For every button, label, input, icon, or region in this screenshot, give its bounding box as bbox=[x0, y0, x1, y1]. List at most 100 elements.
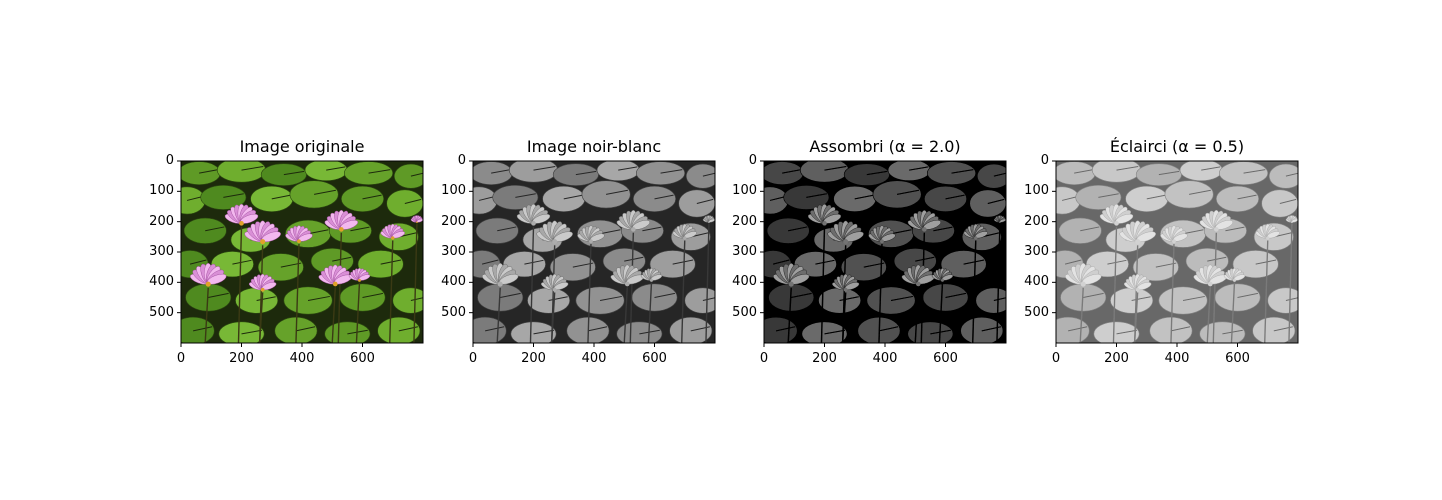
lily-pad-notch bbox=[271, 194, 291, 200]
flower-center bbox=[239, 221, 244, 226]
flower-center bbox=[708, 221, 710, 224]
lily-pad-notch bbox=[575, 170, 597, 176]
lily-pad-notch bbox=[1207, 256, 1227, 262]
lily-pad-notch bbox=[606, 189, 628, 195]
lily-pad-notch bbox=[987, 198, 1005, 204]
lily-pad-notch bbox=[890, 229, 912, 235]
y-tick-label: 300 bbox=[1024, 244, 1049, 259]
y-tick-label: 100 bbox=[149, 183, 174, 199]
lily-pad-notch bbox=[1182, 295, 1205, 302]
lily-pad-notch bbox=[672, 259, 694, 265]
lily-pad-notch bbox=[241, 165, 264, 171]
panel-1 bbox=[177, 160, 424, 347]
lily-pad-notch bbox=[1237, 292, 1259, 298]
flower-center bbox=[915, 281, 921, 287]
y-tick-label: 0 bbox=[1040, 153, 1049, 168]
flower-stem bbox=[337, 232, 343, 343]
lily-pad-notch bbox=[806, 193, 827, 198]
lily-pad-notch bbox=[654, 194, 674, 200]
x-tick-label: 600 bbox=[642, 351, 667, 366]
x-tick-label: 600 bbox=[350, 351, 375, 366]
x-tick-label: 0 bbox=[1051, 351, 1061, 366]
flower-center bbox=[1266, 236, 1270, 240]
y-tick-label: 500 bbox=[1024, 304, 1049, 320]
lily-pad-notch bbox=[782, 169, 802, 174]
lily-pad bbox=[969, 189, 1006, 218]
lily-pad bbox=[1261, 189, 1298, 218]
lily-pad-notch bbox=[599, 295, 622, 302]
image-gray bbox=[473, 161, 715, 343]
image-light bbox=[1056, 161, 1298, 343]
flower-stem bbox=[1288, 223, 1293, 343]
lily-pad bbox=[473, 186, 498, 215]
lily-flower bbox=[1064, 263, 1102, 287]
lily-pad-notch bbox=[1201, 166, 1221, 171]
x-tick-label: 200 bbox=[812, 351, 837, 366]
lily-pad-notch bbox=[1107, 259, 1127, 265]
lily-pad-notch bbox=[993, 297, 1006, 302]
lily-pad-notch bbox=[1170, 326, 1191, 332]
photo-content bbox=[473, 161, 715, 343]
lily-pad-notch bbox=[642, 226, 662, 232]
lily-pad-notch bbox=[1255, 259, 1277, 265]
flower-stem bbox=[972, 240, 977, 343]
flower-stem bbox=[496, 287, 501, 343]
lily-pad bbox=[324, 321, 371, 343]
lily-pad bbox=[1268, 163, 1298, 189]
lily-pad-notch bbox=[1158, 170, 1180, 176]
flower-stem bbox=[623, 287, 628, 343]
lily-pad-notch bbox=[654, 292, 676, 298]
lily-pad-notch bbox=[295, 326, 316, 332]
flower-center bbox=[416, 221, 418, 224]
lily-pad-notch bbox=[702, 297, 715, 302]
flower-center bbox=[630, 227, 636, 232]
lily-pad bbox=[669, 316, 713, 343]
lily-pad-notch bbox=[533, 165, 556, 171]
lily-pad-notch bbox=[205, 226, 225, 232]
flower-center bbox=[1135, 287, 1140, 292]
lily-pad-notch bbox=[824, 329, 846, 335]
y-tick-label: 400 bbox=[149, 274, 174, 290]
lily-flower bbox=[248, 273, 277, 292]
lily-pad-notch bbox=[909, 166, 929, 171]
lily-pad-notch bbox=[945, 292, 967, 298]
flower-center bbox=[1207, 281, 1213, 287]
flower-stem bbox=[1212, 232, 1218, 343]
photo-content bbox=[764, 161, 1006, 343]
lily-pad-notch bbox=[410, 297, 423, 302]
flower-stem bbox=[1230, 282, 1236, 343]
flower-stem bbox=[841, 292, 847, 343]
lily-flower bbox=[931, 267, 954, 282]
lily-pad-notch bbox=[788, 226, 808, 232]
lily-pad-notch bbox=[824, 165, 847, 171]
y-tick-label: 100 bbox=[441, 183, 466, 199]
lily-pad-notch bbox=[951, 169, 974, 174]
flower-center bbox=[338, 227, 344, 232]
lily-pad-notch bbox=[1285, 297, 1298, 302]
x-tick-label: 0 bbox=[176, 351, 186, 366]
flower-center bbox=[843, 239, 849, 245]
lily-pad bbox=[218, 321, 265, 343]
panel-4 bbox=[1052, 160, 1299, 347]
lily-flower bbox=[640, 267, 663, 282]
flower-center bbox=[497, 281, 503, 287]
lily-flower bbox=[963, 223, 988, 240]
lily-pad bbox=[1199, 321, 1246, 343]
lily-flower bbox=[901, 264, 936, 287]
lily-pad bbox=[1056, 161, 1096, 185]
lily-flower bbox=[868, 225, 896, 244]
image-dark bbox=[764, 161, 1006, 343]
lily-pad-notch bbox=[563, 194, 583, 200]
lily-flower bbox=[516, 203, 551, 226]
flower-stem bbox=[996, 223, 1001, 343]
lily-pad-notch bbox=[878, 326, 899, 332]
lily-flower bbox=[348, 267, 371, 282]
lily-flower bbox=[1119, 220, 1156, 245]
lily-pad-notch bbox=[660, 169, 683, 174]
y-tick-label: 400 bbox=[1024, 274, 1049, 290]
flower-center bbox=[880, 239, 884, 244]
lily-pad-notch bbox=[332, 256, 352, 262]
lily-pad-notch bbox=[350, 226, 370, 232]
flower-center bbox=[205, 281, 211, 287]
lily-pad-notch bbox=[362, 194, 382, 200]
